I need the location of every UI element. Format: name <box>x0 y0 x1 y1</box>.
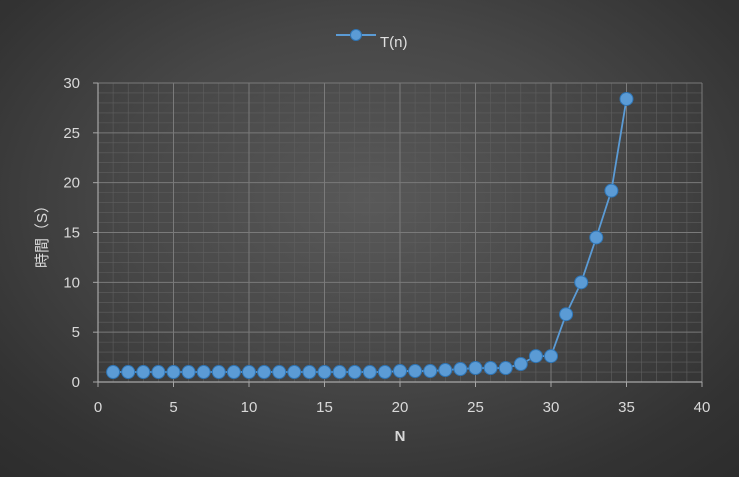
y-axis-title: 時間（S） <box>34 198 51 268</box>
data-point <box>468 361 483 376</box>
y-tick-label: 0 <box>72 374 80 391</box>
data-point <box>257 365 272 380</box>
data-point <box>302 365 317 380</box>
x-tick-label: 15 <box>316 399 333 416</box>
y-tick-label: 15 <box>63 225 80 242</box>
y-tick-label: 5 <box>72 324 80 341</box>
x-tick-label: 0 <box>94 399 102 416</box>
y-tick-label: 10 <box>63 274 80 291</box>
data-point <box>483 361 498 376</box>
data-point <box>528 349 543 364</box>
data-point <box>181 365 196 380</box>
data-point <box>544 349 558 364</box>
legend-label: T(n) <box>380 34 408 51</box>
data-point <box>332 365 347 380</box>
data-point <box>423 364 438 379</box>
data-point <box>106 365 121 380</box>
y-tick-label: 25 <box>63 125 80 142</box>
data-point <box>619 91 634 106</box>
data-point <box>136 365 151 380</box>
legend-marker <box>350 29 362 41</box>
data-point <box>242 365 256 380</box>
legend[interactable]: T(n) <box>336 29 408 52</box>
axes <box>93 82 703 387</box>
data-point <box>226 365 241 380</box>
data-point <box>589 230 604 245</box>
data-point <box>408 364 423 379</box>
x-tick-label: 20 <box>392 399 409 416</box>
data-point <box>121 365 136 380</box>
data-point <box>604 183 619 198</box>
data-point <box>211 365 226 380</box>
data-point <box>287 365 302 380</box>
data-point <box>453 362 468 377</box>
y-tick-label: 20 <box>63 175 80 192</box>
data-point <box>151 365 166 380</box>
data-point <box>347 365 362 380</box>
x-tick-label: 10 <box>241 399 258 416</box>
data-point <box>559 307 574 322</box>
data-point <box>166 365 181 380</box>
data-point <box>438 363 453 378</box>
data-point <box>272 365 287 380</box>
x-tick-label: 40 <box>694 399 711 416</box>
x-tick-label: 35 <box>618 399 635 416</box>
x-tick-label: 25 <box>467 399 484 416</box>
data-point <box>393 364 407 379</box>
data-point <box>498 361 513 376</box>
data-point <box>196 365 211 380</box>
x-tick-label: 30 <box>543 399 560 416</box>
series-layer <box>106 91 634 380</box>
x-tick-label: 5 <box>169 399 177 416</box>
x-axis-title: N <box>395 428 406 445</box>
y-tick-labels: 0 5 10 15 20 25 30 <box>63 75 80 391</box>
data-point <box>513 357 528 372</box>
x-tick-labels: 0 5 10 15 20 25 30 35 40 <box>94 399 711 416</box>
data-point <box>574 275 589 290</box>
data-point <box>377 365 392 380</box>
data-point <box>362 365 377 380</box>
data-point <box>317 365 332 380</box>
y-tick-label: 30 <box>63 75 80 92</box>
